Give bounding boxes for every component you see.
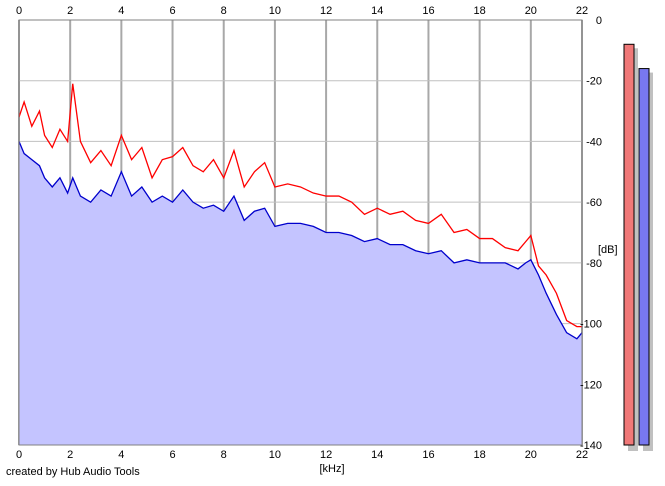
x-tick-label-bottom: 10 — [269, 449, 281, 461]
x-tick-label-bottom: 22 — [576, 449, 588, 461]
series-line-2 — [18, 141, 583, 340]
x-tick-label-top: 10 — [269, 5, 281, 17]
x-tick-label-top: 16 — [422, 5, 434, 17]
y-tick-label: -60 — [586, 197, 602, 209]
y-tick-label: -80 — [586, 258, 602, 270]
x-tick-label-bottom: 8 — [221, 449, 227, 461]
x-tick-label-bottom: 12 — [320, 449, 332, 461]
x-tick-label-bottom: 2 — [67, 449, 73, 461]
x-axis-label: [kHz] — [319, 463, 344, 475]
x-tick-label-bottom: 6 — [169, 449, 175, 461]
level-meter-2 — [638, 68, 650, 446]
x-tick-label-top: 2 — [67, 5, 73, 17]
x-tick-label-bottom: 0 — [16, 449, 22, 461]
y-tick-labels: 0 -20 -40 -60 -80 -100 -120 -140 — [580, 15, 602, 452]
credit-text: created by Hub Audio Tools — [6, 466, 140, 478]
x-tick-label-bottom: 14 — [371, 449, 383, 461]
y-tick-label: -20 — [586, 76, 602, 88]
x-tick-label-top: 8 — [221, 5, 227, 17]
y-tick-label: -40 — [586, 136, 602, 148]
x-tick-label-bottom: 18 — [474, 449, 486, 461]
x-tick-label-top: 4 — [118, 5, 124, 17]
x-tick-label-top: 20 — [525, 5, 537, 17]
series-line-1 — [18, 83, 582, 328]
x-tick-labels-top: 0 2 4 6 8 10 12 14 16 18 20 22 — [16, 5, 588, 17]
y-tick-label: 0 — [596, 15, 602, 27]
level-meter-1 — [623, 43, 635, 446]
y-tick-label: -120 — [580, 379, 602, 391]
y-axis-label: [dB] — [598, 244, 618, 256]
x-tick-label-top: 22 — [576, 5, 588, 17]
x-tick-label-bottom: 16 — [422, 449, 434, 461]
x-tick-labels-bottom: 0 2 4 6 8 10 12 14 16 18 20 22 — [16, 449, 588, 461]
x-tick-label-top: 12 — [320, 5, 332, 17]
area-fill — [19, 141, 582, 445]
x-tick-label-top: 14 — [371, 5, 383, 17]
x-tick-label-bottom: 20 — [525, 449, 537, 461]
x-tick-label-top: 0 — [16, 5, 22, 17]
level-meters — [623, 43, 653, 452]
spectrum-lines — [18, 83, 583, 340]
plot-frame — [18, 19, 583, 446]
x-tick-label-top: 18 — [474, 5, 486, 17]
y-tick-label: -140 — [580, 440, 602, 452]
spectrum-area — [19, 141, 582, 445]
x-tick-label-top: 6 — [169, 5, 175, 17]
x-tick-label-bottom: 4 — [118, 449, 124, 461]
y-tick-label: -100 — [580, 319, 602, 331]
